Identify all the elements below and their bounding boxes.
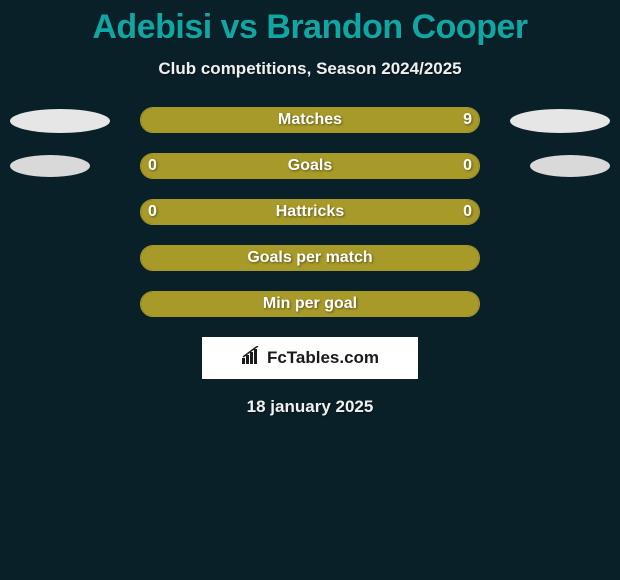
stat-right-value: 0 [463, 153, 472, 179]
stat-row: Goals per match [0, 245, 620, 271]
logo-box: FcTables.com [202, 337, 418, 379]
player-right-ellipse-icon [530, 155, 610, 177]
stat-row: Hattricks0 0 [0, 199, 620, 225]
stat-left-value: 0 [148, 199, 157, 225]
stat-label: Min per goal [140, 291, 480, 317]
stats-container: Matches9Goals00Hattricks00Goals per matc… [0, 107, 620, 317]
stat-row: Matches9 [0, 107, 620, 133]
page-title: Adebisi vs Brandon Cooper [0, 0, 620, 47]
stat-row: Min per goal [0, 291, 620, 317]
stat-row: Goals0 0 [0, 153, 620, 179]
stat-left-value: 0 [148, 153, 157, 179]
subtitle: Club competitions, Season 2024/2025 [0, 59, 620, 79]
date-label: 18 january 2025 [0, 397, 620, 417]
player-left-ellipse-icon [10, 155, 90, 177]
player-left-ellipse-icon [10, 109, 110, 133]
stat-label: Goals per match [140, 245, 480, 271]
logo-chart-icon [241, 346, 263, 371]
stat-label: Matches [140, 107, 480, 133]
player-right-ellipse-icon [510, 109, 610, 133]
logo-text: FcTables.com [267, 348, 379, 368]
stat-label: Goals [140, 153, 480, 179]
stat-right-value: 9 [463, 107, 472, 133]
stat-label: Hattricks [140, 199, 480, 225]
stat-right-value: 0 [463, 199, 472, 225]
